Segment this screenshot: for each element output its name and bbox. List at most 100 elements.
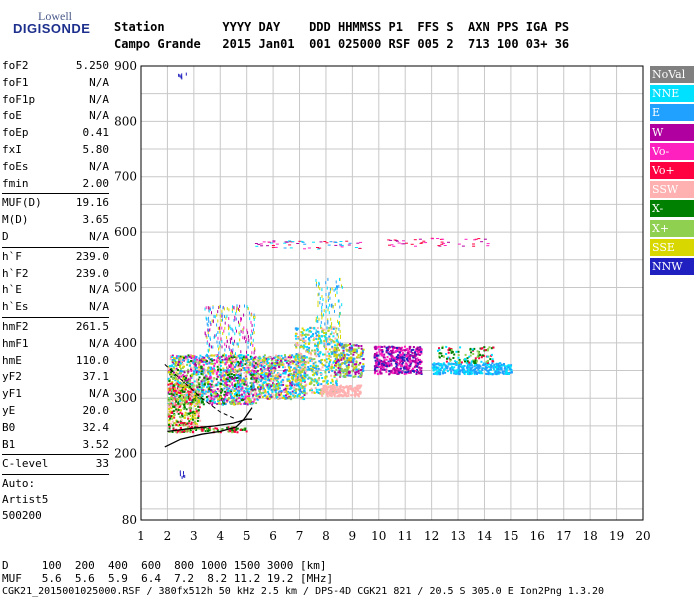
echo-point [186,379,189,382]
echo-point [255,378,258,381]
echo-point [288,395,291,398]
echo-point [219,364,222,367]
echo-point [308,367,311,370]
echo-point [399,361,402,364]
echo-point [177,385,180,388]
echo-point [227,426,230,429]
echo-point [487,360,489,362]
echo-point [303,345,306,348]
echo-point [301,345,304,348]
echo-point [222,318,223,322]
echo-point [408,355,411,358]
echo-point [168,369,171,372]
echo-point [362,350,364,353]
echo-point [252,396,255,399]
echo-point [186,412,189,415]
echo-point [224,403,227,406]
echo-point [457,354,460,357]
echo-point [238,387,241,390]
echo-point [408,361,411,364]
echo-point [330,363,333,366]
echo-point [275,354,277,357]
echo-point [239,364,242,367]
echo-point [263,375,266,378]
echo-point [416,369,418,372]
echo-point [211,399,214,402]
echo-point [284,387,287,390]
echo-point [486,243,490,245]
echo-point [208,386,211,389]
echo-point [507,366,510,369]
echo-point [291,362,294,365]
echo-point [243,313,245,317]
echo-point [304,376,307,379]
echo-point [285,360,288,363]
echo-point [179,355,182,358]
echo-point [187,379,190,382]
param-row: yE 20.0 [2,403,109,420]
echo-point [326,390,329,393]
echo-point [193,397,196,400]
echo-point [380,352,383,355]
echo-point [339,363,342,366]
echo-point [397,358,400,361]
echo-point [469,354,472,357]
echo-point [437,245,441,247]
echo-point [276,361,279,364]
echo-point [393,346,396,349]
echo-point [355,351,358,354]
echo-point [190,370,193,372]
echo-point [359,353,362,356]
echo-point [278,393,281,396]
echo-point [169,358,172,361]
echo-point [258,384,261,387]
echo-point [274,362,277,365]
echo-point [196,397,199,400]
echo-point [248,395,251,397]
echo-point [266,386,269,389]
echo-point [326,326,328,330]
echo-point [505,365,508,368]
echo-point [347,386,350,389]
echo-point [190,354,192,357]
echo-point [207,370,210,373]
echo-point [242,354,245,357]
echo-point [181,356,184,358]
echo-point [231,352,233,356]
echo-point [168,410,171,413]
echo-point [303,379,306,382]
echo-point [230,426,233,428]
echo-point [299,397,302,400]
echo-point [241,381,244,384]
echo-point [238,369,241,372]
echo-point [238,402,241,405]
echo-point [400,354,402,356]
echo-point [322,364,325,367]
echo-point [446,357,448,360]
echo-point [338,354,341,357]
echo-point [293,370,296,373]
param-value: 32.4 [82,420,110,434]
echo-point [510,371,513,374]
echo-point [170,396,173,399]
echo-point [303,248,306,250]
echo-point [304,335,307,338]
echo-point [226,384,229,386]
echo-point [316,330,319,333]
echo-point [357,363,360,366]
echo-point [484,368,487,371]
echo-point [201,367,204,370]
echo-point [255,364,258,367]
echo-point [168,408,171,410]
echo-point [231,395,233,398]
echo-point [419,346,422,349]
echo-point [320,324,322,328]
echo-point [480,360,483,363]
echo-point [207,334,209,338]
echo-point [310,353,313,356]
echo-point [319,351,322,354]
echo-point [262,392,265,394]
echo-point [188,412,190,415]
param-divider [2,246,109,248]
echo-point [194,414,197,417]
